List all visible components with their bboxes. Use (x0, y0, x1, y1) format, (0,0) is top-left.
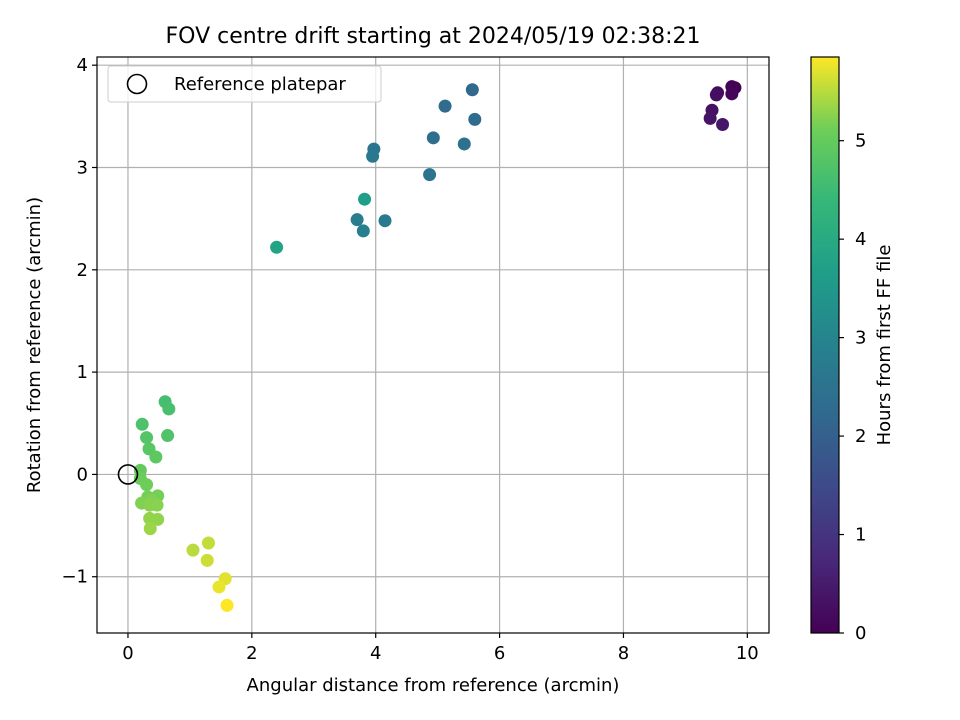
data-point (220, 598, 234, 612)
data-point (149, 450, 163, 464)
data-point (709, 88, 723, 102)
colorbar-tick-label: 5 (855, 131, 866, 152)
data-point (716, 118, 730, 132)
data-point (151, 512, 165, 526)
x-tick-label: 4 (370, 643, 381, 664)
reference-point (117, 464, 139, 485)
legend-box (107, 65, 382, 103)
data-point (356, 224, 370, 238)
x-tick-label: 8 (618, 643, 629, 664)
plot-frame (96, 56, 770, 634)
data-point (212, 580, 226, 594)
data-point (270, 240, 284, 254)
colorbar-tick-label: 2 (855, 426, 866, 447)
y-tick-label: 0 (77, 464, 88, 485)
data-point (366, 149, 380, 163)
colorbar-tick-label: 3 (855, 328, 866, 349)
data-point (140, 431, 154, 445)
data-points (117, 80, 742, 612)
data-point (161, 429, 175, 443)
colorbar-tick-label: 1 (855, 525, 866, 546)
data-point (423, 168, 437, 182)
data-point (140, 478, 154, 492)
legend: Reference platepar (107, 65, 382, 103)
colorbar-tick-label: 0 (855, 623, 866, 644)
data-point (186, 543, 200, 557)
data-point (378, 214, 392, 228)
x-tick-label: 10 (736, 643, 759, 664)
data-point (426, 131, 440, 145)
y-axis-label: Rotation from reference (arcmin) (24, 197, 45, 493)
y-tick-label: 1 (77, 362, 88, 383)
data-point (135, 417, 149, 431)
data-point (703, 111, 717, 125)
colorbar-gradient (810, 56, 840, 634)
y-tick-label: −1 (61, 567, 88, 588)
data-point (457, 137, 471, 151)
colorbar-tick-label: 4 (855, 229, 866, 250)
y-tick-label: 3 (77, 157, 88, 178)
data-point (150, 498, 164, 512)
colorbar: 0 1 2 3 4 5 Hours from first FF file (810, 56, 895, 644)
data-point (350, 213, 364, 227)
data-point (143, 522, 157, 536)
y-tick-label: 4 (77, 55, 88, 76)
colorbar-ticks: 0 1 2 3 4 5 (839, 131, 866, 644)
data-point (468, 112, 482, 126)
x-axis-label: Angular distance from reference (arcmin) (247, 675, 620, 696)
data-point (200, 553, 214, 567)
data-point (465, 83, 479, 97)
y-tick-label: 2 (77, 260, 88, 281)
x-axis: 0 2 4 6 8 10 (122, 633, 759, 664)
x-tick-label: 6 (494, 643, 505, 664)
chart-title: FOV centre drift starting at 2024/05/19 … (166, 24, 701, 49)
data-point (162, 402, 176, 416)
legend-entry: Reference platepar (174, 74, 346, 95)
x-tick-label: 2 (246, 643, 257, 664)
data-point (438, 99, 452, 113)
data-point (358, 192, 372, 206)
x-tick-label: 0 (122, 643, 133, 664)
data-point (201, 536, 215, 550)
y-axis: −1 0 1 2 3 4 (61, 55, 97, 588)
data-point (725, 87, 739, 101)
legend-reference-marker (126, 73, 148, 95)
colorbar-label: Hours from first FF file (874, 245, 895, 446)
